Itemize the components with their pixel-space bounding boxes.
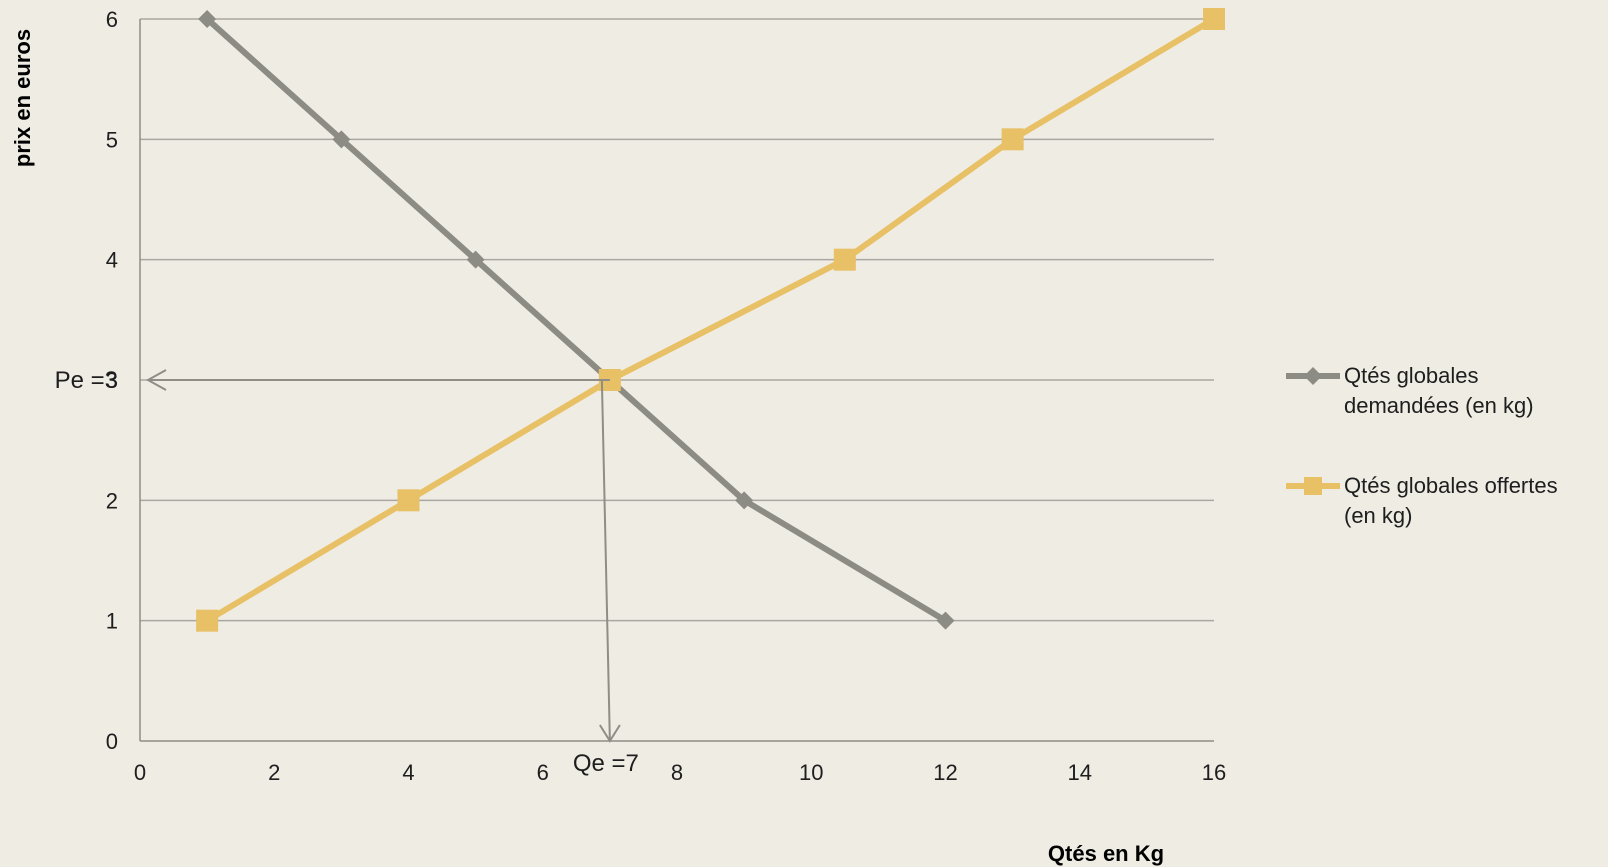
- series-layer: [196, 8, 1225, 632]
- series-1-point-5: [1203, 8, 1225, 30]
- series-0-point-0: [198, 10, 217, 28]
- x-tick-16: 16: [1202, 760, 1226, 785]
- series-0-line: [205, 16, 948, 624]
- legend-label-0-line-0: Qtés globales: [1344, 363, 1479, 388]
- gridlines: [140, 18, 1214, 622]
- legend-item-0: Qtés globales demandées (en kg): [1286, 363, 1534, 418]
- legend-label-1-line-0: Qtés globales offertes: [1344, 473, 1558, 498]
- x-tick-12: 12: [933, 760, 957, 785]
- y-tick-3: 3: [106, 368, 118, 393]
- legend-label-1-line-1: (en kg): [1344, 503, 1412, 528]
- x-tick-labels: 0 2 4 6 8 10 12 14 16: [134, 760, 1226, 785]
- x-tick-0: 0: [134, 760, 146, 785]
- y-tick-1: 1: [106, 609, 118, 634]
- y-tick-0: 0: [106, 729, 118, 754]
- series-0-point-4: [735, 491, 754, 510]
- series-1-point-3: [833, 248, 856, 271]
- series-1-line: [205, 16, 1216, 624]
- series-0-point-1: [332, 130, 351, 149]
- equilibrium-annotations: Pe =3 Qe =7: [55, 367, 639, 777]
- legend-label-0-line-1: demandées (en kg): [1344, 393, 1534, 418]
- x-tick-6: 6: [537, 760, 549, 785]
- series-0-point-2: [466, 250, 485, 269]
- legend-item-1: Qtés globales offertes (en kg): [1286, 473, 1558, 528]
- x-tick-14: 14: [1068, 760, 1092, 785]
- x-tick-10: 10: [799, 760, 823, 785]
- price-equilibrium-label: Pe =3: [55, 367, 118, 394]
- y-tick-4: 4: [106, 248, 118, 273]
- x-axis-title: Qtés en Kg: [1048, 841, 1164, 866]
- series-1-point-4: [1001, 128, 1024, 151]
- quantity-equilibrium-label: Qe =7: [573, 750, 639, 777]
- quantity-arrow-head: [599, 724, 621, 743]
- x-tick-2: 2: [268, 760, 280, 785]
- axes: [139, 19, 1214, 742]
- price-arrow-head: [145, 369, 167, 391]
- y-tick-labels: 0 1 2 3 4 5 6: [106, 7, 118, 754]
- series-0: [198, 10, 955, 630]
- series-0-point-5: [936, 611, 955, 630]
- y-axis-title: prix en euros: [10, 29, 35, 167]
- series-1: [196, 8, 1225, 632]
- y-tick-5: 5: [106, 127, 118, 152]
- x-tick-8: 8: [671, 760, 683, 785]
- x-tick-4: 4: [402, 760, 414, 785]
- legend-swatch-marker-1: [1304, 477, 1322, 495]
- legend-swatch-marker-0: [1304, 367, 1322, 385]
- y-tick-2: 2: [106, 488, 118, 513]
- series-1-point-0: [196, 609, 219, 632]
- series-1-point-1: [397, 489, 420, 512]
- quantity-arrow-line: [600, 379, 611, 742]
- y-tick-6: 6: [106, 7, 118, 32]
